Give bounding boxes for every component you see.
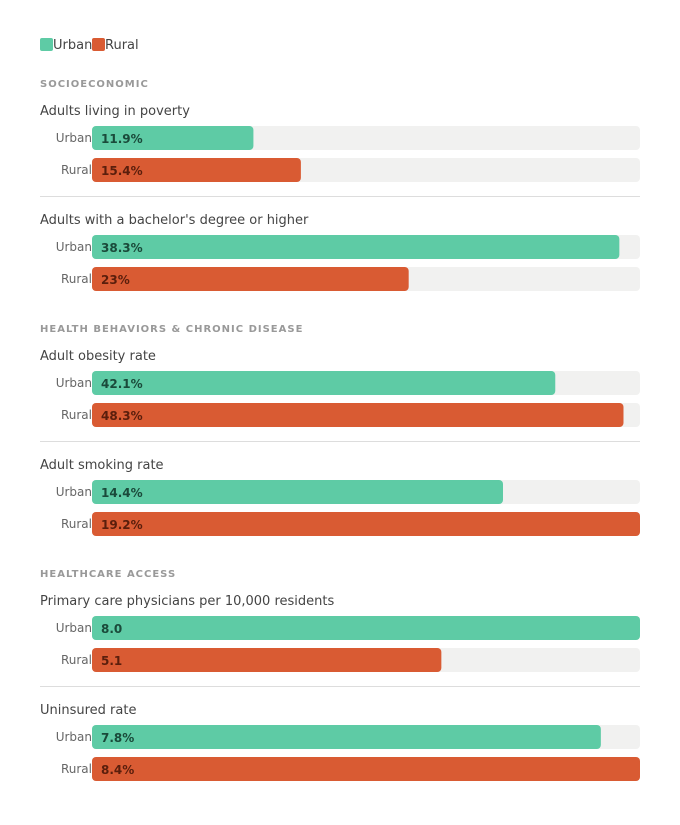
bar-value-label: 19.2% [101,518,143,532]
section-title: SOCIOECONOMIC [40,79,149,90]
metric-title: Adults with a bachelor's degree or highe… [40,213,309,228]
row-label: Urban [56,240,92,254]
row-label: Urban [56,621,92,635]
row-label: Rural [61,762,92,776]
row-label: Urban [56,376,92,390]
row-label: Urban [56,485,92,499]
metric-title: Adult smoking rate [40,458,164,473]
bar-urban [92,616,640,640]
row-label: Urban [56,730,92,744]
row-label: Rural [61,517,92,531]
row-label: Rural [61,408,92,422]
section-title: HEALTH BEHAVIORS & CHRONIC DISEASE [40,324,303,335]
bar-rural [92,757,640,781]
legend-label-urban: Urban [53,38,92,53]
bar-value-label: 14.4% [101,486,143,500]
bar-value-label: 38.3% [101,241,143,255]
row-label: Rural [61,272,92,286]
bar-value-label: 15.4% [101,164,143,178]
legend-swatch-rural [92,38,105,51]
bar-value-label: 42.1% [101,377,143,391]
bar-value-label: 8.4% [101,763,134,777]
bar-urban [92,725,601,749]
section-title: HEALTHCARE ACCESS [40,569,176,580]
bar-value-label: 8.0 [101,622,122,636]
bar-rural [92,403,624,427]
bar-urban [92,371,556,395]
bar-rural [92,512,640,536]
bar-rural [92,267,409,291]
legend-swatch-urban [40,38,53,51]
metric-title: Adult obesity rate [40,349,156,364]
bar-value-label: 5.1 [101,654,122,668]
bar-value-label: 23% [101,273,130,287]
row-label: Rural [61,653,92,667]
bar-rural [92,648,442,672]
metric-title: Primary care physicians per 10,000 resid… [40,594,334,609]
metric-title: Uninsured rate [40,703,136,718]
bar-value-label: 11.9% [101,132,143,146]
bar-value-label: 48.3% [101,409,143,423]
row-label: Urban [56,131,92,145]
bar-value-label: 7.8% [101,731,134,745]
bar-urban [92,480,503,504]
row-label: Rural [61,163,92,177]
bar-urban [92,126,254,150]
metric-title: Adults living in poverty [40,104,190,119]
legend-label-rural: Rural [105,38,139,53]
bar-urban [92,235,620,259]
bar-rural [92,158,301,182]
